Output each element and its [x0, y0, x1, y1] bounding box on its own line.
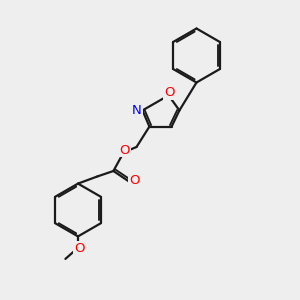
Text: O: O	[74, 242, 85, 255]
Text: O: O	[164, 86, 175, 99]
Text: O: O	[129, 174, 140, 188]
Text: O: O	[120, 143, 130, 157]
Text: N: N	[132, 104, 142, 117]
